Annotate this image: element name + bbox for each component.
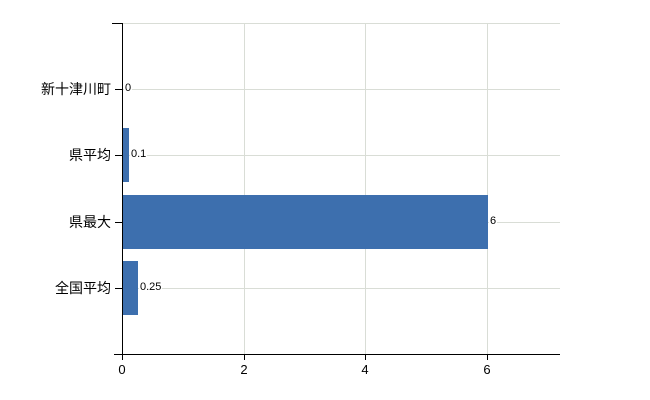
y-axis-tick [115,155,122,156]
category-label: 県平均 [69,147,111,163]
x-gridline [487,23,488,354]
value-label: 0.1 [130,148,148,161]
y-axis-line [122,23,123,360]
bar [123,195,488,249]
x-tick-label: 0 [118,362,126,377]
y-axis-tick [115,89,122,90]
x-axis-tick [122,354,123,360]
y-axis-top-tick [112,23,122,24]
x-gridline [244,23,245,354]
category-gridline [123,288,560,289]
x-tick-label: 2 [240,362,248,377]
y-axis-tick [115,222,122,223]
plot-top-gridline [122,23,560,24]
category-label: 県最大 [69,214,111,230]
value-label: 0.25 [139,281,163,294]
category-gridline [123,89,560,90]
x-axis-tick [487,354,488,360]
x-tick-label: 6 [483,362,491,377]
y-axis-tick [115,288,122,289]
x-gridline [365,23,366,354]
value-label: 6 [489,215,498,228]
category-label: 新十津川町 [41,81,111,97]
value-label: 0 [124,82,133,95]
category-gridline [123,155,560,156]
x-axis-line [114,354,560,355]
x-tick-label: 4 [361,362,369,377]
category-label: 全国平均 [55,280,111,296]
bar [123,128,129,182]
x-axis-tick [244,354,245,360]
bar [123,261,138,315]
x-axis-tick [365,354,366,360]
